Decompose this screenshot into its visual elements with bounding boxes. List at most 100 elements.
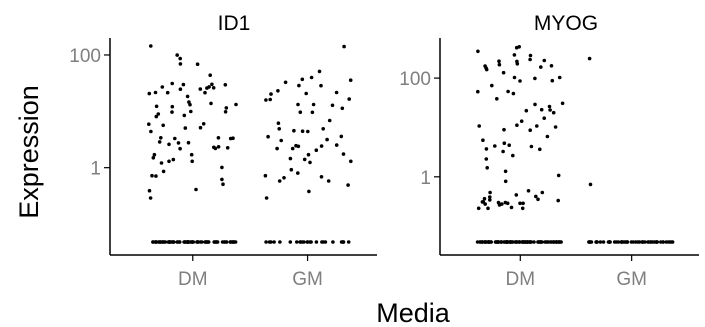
data-point [296, 102, 300, 107]
data-point [477, 124, 482, 128]
data-point-zero [601, 240, 606, 244]
data-point [282, 176, 286, 180]
data-point-zero [154, 240, 159, 244]
data-point [159, 161, 164, 165]
data-point [302, 157, 307, 162]
data-point [195, 62, 200, 66]
data-point [147, 188, 152, 193]
data-point-zero [272, 240, 276, 244]
data-point [311, 102, 316, 107]
data-point [149, 44, 153, 48]
data-point [292, 128, 296, 133]
data-point [157, 140, 162, 144]
data-point [497, 62, 502, 67]
data-point [298, 110, 303, 114]
data-point [167, 159, 171, 164]
data-point [503, 179, 508, 184]
data-point [186, 140, 191, 145]
data-point [263, 173, 268, 178]
data-point [189, 152, 194, 157]
data-point [325, 137, 329, 142]
data-point [173, 136, 177, 141]
data-point-zero [520, 240, 524, 244]
data-point-zero [346, 240, 351, 244]
data-point-zero [540, 240, 544, 244]
data-point [321, 127, 326, 131]
panel-title: MYOG [534, 12, 598, 35]
data-point [268, 97, 273, 102]
panel-id1: ID1 1 100 DM GM [69, 12, 377, 290]
data-point [275, 146, 279, 151]
data-point-zero [278, 240, 282, 244]
data-point [481, 200, 486, 204]
data-point [208, 73, 212, 77]
data-point [514, 45, 519, 50]
data-point [518, 79, 522, 83]
data-point [147, 91, 152, 96]
data-point [306, 152, 311, 157]
data-point [587, 56, 592, 61]
data-point [178, 56, 182, 61]
data-point [533, 76, 537, 81]
data-point-zero [295, 240, 299, 244]
data-point [151, 156, 156, 160]
data-point [557, 75, 562, 80]
data-point [154, 174, 158, 178]
data-point-zero [308, 240, 312, 244]
data-point-zero [228, 240, 233, 244]
data-point [540, 190, 545, 195]
data-point [212, 145, 216, 150]
data-point-zero [499, 240, 504, 244]
data-point [277, 179, 282, 183]
data-point [553, 125, 558, 129]
data-point-zero [305, 240, 310, 244]
data-point-zero [475, 240, 480, 244]
data-point [150, 173, 154, 178]
data-point [536, 197, 540, 202]
data-point [289, 167, 294, 172]
data-point-zero [668, 240, 672, 244]
data-point [300, 77, 305, 82]
data-point [334, 90, 339, 95]
data-point [503, 169, 508, 174]
data-point-zero [190, 240, 195, 244]
data-point-zero [483, 240, 488, 244]
data-point-zero [314, 240, 319, 244]
data-point [340, 106, 345, 111]
data-point-zero [502, 240, 506, 244]
data-point [279, 138, 284, 143]
data-point [183, 126, 188, 130]
data-point-zero [646, 240, 650, 244]
data-point [476, 89, 480, 94]
data-point-zero [637, 240, 642, 244]
data-point [185, 94, 190, 99]
data-point [501, 149, 505, 154]
data-point [216, 145, 221, 149]
data-point [519, 119, 524, 123]
data-point [330, 103, 335, 108]
data-point-zero [588, 240, 592, 244]
data-point [220, 165, 224, 170]
data-point [319, 83, 323, 88]
data-point [171, 157, 176, 162]
data-point-zero [323, 240, 328, 244]
data-point [334, 143, 339, 147]
data-point [161, 123, 165, 128]
data-point-zero [621, 240, 625, 244]
data-point [161, 169, 166, 174]
data-point-zero [206, 240, 211, 244]
data-point [545, 134, 550, 139]
data-point-zero [551, 240, 556, 244]
data-point [189, 109, 193, 114]
data-point [194, 187, 198, 192]
data-point-zero [532, 240, 536, 244]
data-point [500, 202, 504, 206]
data-point-zero [559, 240, 563, 244]
data-point [310, 110, 315, 115]
x-tick-label: GM [616, 269, 647, 290]
data-point-zero [339, 240, 344, 244]
data-point [211, 86, 216, 90]
data-point-zero [598, 240, 603, 244]
data-point [203, 90, 207, 95]
